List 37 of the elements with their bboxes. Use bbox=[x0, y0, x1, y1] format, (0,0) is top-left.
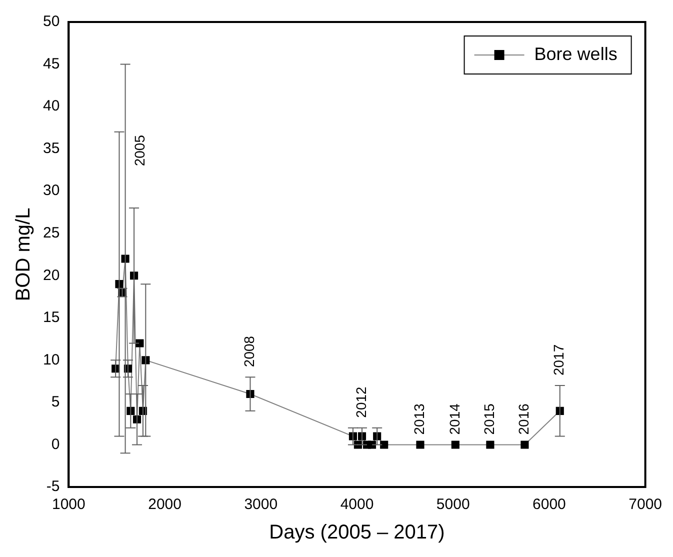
annotation: 2016 bbox=[516, 403, 532, 435]
annotation: 2013 bbox=[411, 403, 428, 435]
y-tick-label: 15 bbox=[42, 309, 60, 326]
annotation: 2017 bbox=[550, 344, 567, 376]
x-tick-label: 4000 bbox=[340, 496, 374, 514]
point bbox=[451, 440, 460, 449]
x-tick-label: 5000 bbox=[436, 496, 470, 514]
y-axis-title: BOD mg/L bbox=[12, 208, 35, 302]
x-tick-label: 1000 bbox=[52, 496, 86, 514]
point bbox=[136, 339, 144, 348]
point bbox=[416, 440, 424, 449]
y-tick-label: 35 bbox=[42, 140, 60, 157]
point bbox=[520, 440, 529, 449]
x-tick-label: 2000 bbox=[148, 496, 182, 514]
annotation: 2015 bbox=[481, 403, 498, 435]
annotation: 2014 bbox=[446, 403, 462, 435]
legend-label: Bore wells bbox=[534, 44, 618, 64]
y-tick-label: 50 bbox=[42, 13, 60, 30]
point bbox=[380, 440, 388, 449]
annotation: 2008 bbox=[241, 336, 258, 368]
annotation: 2012 bbox=[352, 386, 369, 418]
y-tick-label: 25 bbox=[42, 224, 60, 242]
y-tick-label: 0 bbox=[51, 436, 60, 453]
x-tick-label: 7000 bbox=[628, 496, 662, 514]
y-tick-label: 40 bbox=[42, 98, 60, 115]
x-tick-label: 6000 bbox=[532, 496, 566, 514]
y-tick-label: 30 bbox=[42, 182, 60, 200]
y-tick-label: 20 bbox=[42, 266, 60, 284]
point bbox=[368, 440, 376, 449]
y-tick-label: 10 bbox=[42, 351, 60, 368]
point bbox=[486, 440, 494, 449]
x-tick-label: 3000 bbox=[244, 496, 278, 514]
y-tick-label: -5 bbox=[46, 478, 60, 496]
y-tick-label: 5 bbox=[51, 394, 60, 411]
x-axis-title: Days (2005 – 2017) bbox=[269, 522, 445, 544]
annotation: 2005 bbox=[132, 134, 148, 166]
y-tick-label: 45 bbox=[42, 55, 60, 72]
